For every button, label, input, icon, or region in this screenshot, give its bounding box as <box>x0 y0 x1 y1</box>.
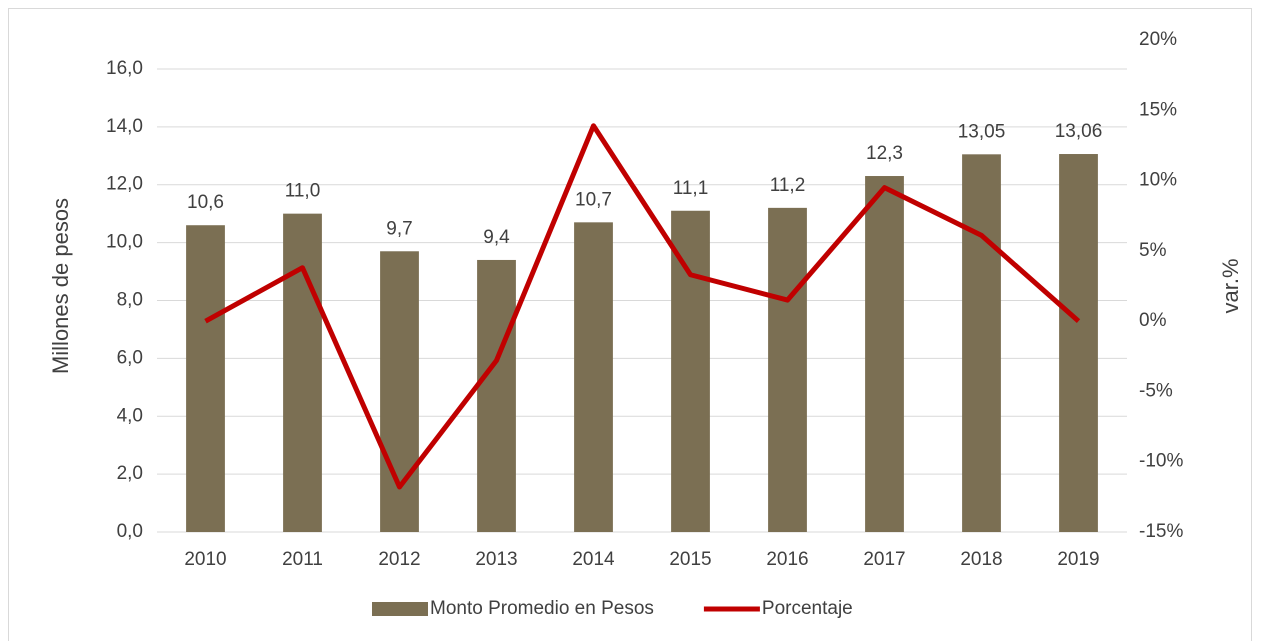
data-label: 9,4 <box>483 227 510 248</box>
x-tick-label: 2013 <box>475 549 517 570</box>
y2-tick-label: -10% <box>1139 451 1183 472</box>
chart-border <box>8 8 1252 641</box>
legend-label: Monto Promedio en Pesos <box>430 598 654 619</box>
data-label: 13,06 <box>1055 121 1103 142</box>
y2-tick-label: 0% <box>1139 310 1167 331</box>
data-label: 11,2 <box>770 175 806 196</box>
x-tick-label: 2016 <box>766 549 808 570</box>
y-axis-label: Millones de pesos <box>48 198 73 374</box>
bar <box>1059 154 1098 532</box>
y2-tick-label: 20% <box>1139 29 1177 50</box>
data-label: 12,3 <box>866 143 903 164</box>
x-tick-label: 2018 <box>960 549 1002 570</box>
data-label: 11,1 <box>673 178 709 199</box>
y-tick-label: 14,0 <box>106 116 143 137</box>
data-label: 13,05 <box>958 121 1006 142</box>
data-label: 10,7 <box>575 189 612 210</box>
legend-swatch <box>372 602 428 616</box>
x-tick-label: 2011 <box>282 549 323 570</box>
x-tick-label: 2017 <box>863 549 905 570</box>
x-tick-label: 2014 <box>572 549 615 570</box>
y-tick-label: 10,0 <box>106 232 143 253</box>
y-tick-label: 2,0 <box>117 463 143 484</box>
data-label: 10,6 <box>187 192 224 213</box>
bar <box>477 259 516 532</box>
y2-axis-label: var.% <box>1218 258 1243 313</box>
y2-tick-label: -5% <box>1139 380 1173 401</box>
bar <box>865 176 904 532</box>
y-tick-label: 0,0 <box>117 521 143 542</box>
y2-tick-label: -15% <box>1139 521 1183 542</box>
data-label: 9,7 <box>386 218 412 239</box>
x-tick-label: 2015 <box>669 549 711 570</box>
x-tick-label: 2019 <box>1057 549 1099 570</box>
bar <box>283 213 322 532</box>
bar <box>962 154 1001 533</box>
line <box>204 123 1081 490</box>
y-tick-label: 8,0 <box>117 289 143 310</box>
data-label: 11,0 <box>285 181 321 202</box>
y-tick-label: 12,0 <box>106 174 143 195</box>
bar <box>574 222 613 532</box>
bar <box>380 251 419 533</box>
y2-tick-label: 5% <box>1139 240 1167 261</box>
y-tick-label: 16,0 <box>106 58 143 79</box>
legend-label: Porcentaje <box>762 598 853 619</box>
bar <box>671 210 710 533</box>
x-tick-label: 2010 <box>184 549 226 570</box>
y-tick-label: 6,0 <box>117 347 143 368</box>
x-tick-label: 2012 <box>378 549 420 570</box>
bar <box>186 225 225 533</box>
y2-tick-label: 15% <box>1139 99 1177 120</box>
y2-tick-label: 10% <box>1139 170 1177 191</box>
bar <box>768 207 807 532</box>
y-tick-label: 4,0 <box>117 405 143 426</box>
